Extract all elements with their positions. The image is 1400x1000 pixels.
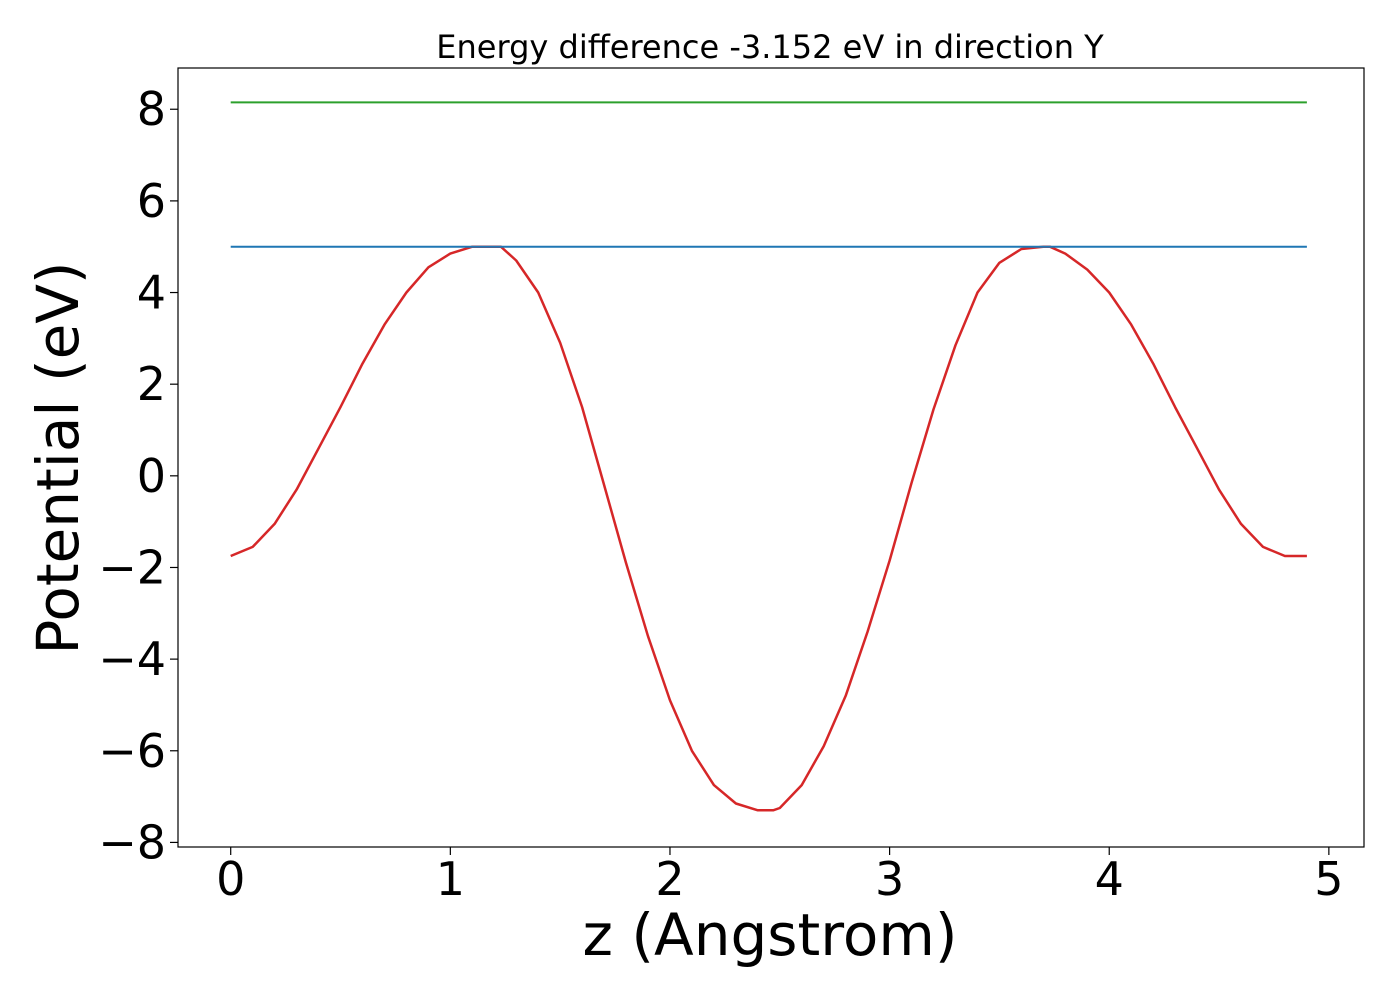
series-line-1 [230, 245, 1307, 812]
x-tick-label: 3 [875, 852, 904, 906]
y-tick-label: −8 [98, 815, 166, 869]
x-tick-label: 0 [216, 852, 245, 906]
y-tick-label: 0 [137, 449, 166, 503]
y-tick-label: 8 [137, 82, 166, 136]
y-tick-label: −2 [98, 540, 166, 594]
x-axis-label: z (Angstrom) [583, 901, 958, 969]
y-tick-label: 4 [137, 266, 166, 320]
x-axis: 0 1 2 3 4 5 [216, 847, 1343, 906]
x-tick-label: 4 [1095, 852, 1124, 906]
series-layer [230, 101, 1307, 812]
y-axis-label: Potential (eV) [24, 261, 92, 654]
y-tick-label: −6 [98, 724, 166, 778]
y-tick-label: 2 [137, 357, 166, 411]
plot-frame [177, 67, 1365, 848]
chart-title: Energy difference -3.152 eV in direction… [436, 28, 1104, 66]
x-tick-label: 2 [655, 852, 684, 906]
y-axis: −8 −6 −4 −2 0 2 4 6 8 [98, 82, 178, 869]
y-tick-label: 6 [137, 174, 166, 228]
x-tick-label: 5 [1314, 852, 1343, 906]
x-tick-label: 1 [436, 852, 465, 906]
y-tick-label: −4 [98, 632, 166, 686]
